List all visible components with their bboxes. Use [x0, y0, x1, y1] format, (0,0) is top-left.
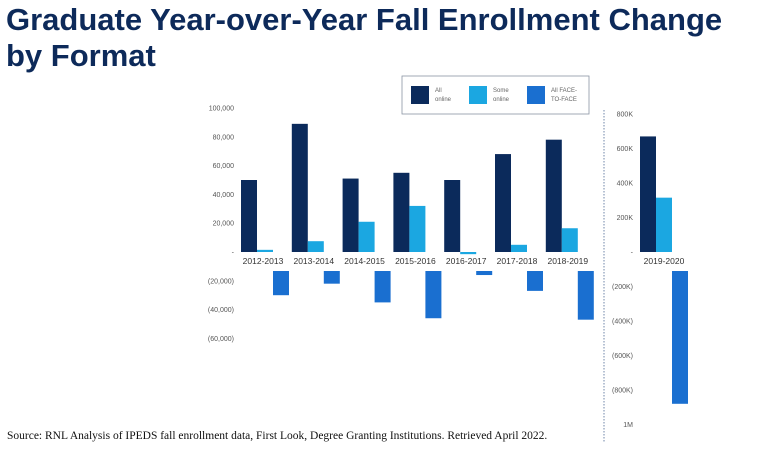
x-tick-label: 2012-2013 — [243, 256, 284, 266]
bar-some-online — [511, 244, 527, 252]
bar-some-online — [561, 228, 578, 252]
y-tick-label: (200K) — [612, 284, 633, 291]
y-tick-label: (40,000) — [208, 307, 234, 314]
y-tick-label: 80,000 — [213, 134, 235, 141]
legend-swatch — [527, 86, 545, 104]
bar-all-face-to-face — [425, 271, 442, 319]
x-tick-label: 2013-2014 — [293, 256, 334, 266]
bar-all-face-to-face — [672, 271, 688, 404]
y-tick-label: 1M — [623, 422, 633, 429]
y-tick-label: (60,000) — [208, 336, 234, 343]
bar-all-face-to-face — [476, 271, 493, 276]
bar-some-online — [358, 221, 375, 252]
bar-all-online — [545, 139, 562, 252]
y-tick-label: (20,000) — [208, 278, 234, 285]
y-tick-label: 800K — [617, 112, 634, 119]
x-tick-label: 2017-2018 — [497, 256, 538, 266]
y-tick-label: (400K) — [612, 319, 633, 326]
bar-some-online — [656, 197, 672, 252]
legend-swatch — [469, 86, 487, 104]
bar-all-face-to-face — [273, 271, 289, 296]
y-tick-label: (600K) — [612, 353, 633, 360]
legend-box — [401, 75, 590, 115]
bar-all-online — [342, 178, 359, 252]
legend-label: TO-FACE — [551, 97, 577, 103]
bar-some-online — [307, 241, 324, 252]
bar-all-face-to-face — [374, 271, 391, 303]
y-tick-label: 400K — [617, 181, 634, 188]
y-tick-label: 200K — [617, 215, 634, 222]
bar-some-online — [257, 249, 273, 252]
bar-all-online — [495, 154, 511, 252]
y-tick-label: 60,000 — [213, 163, 235, 170]
bar-all-online — [393, 172, 410, 252]
legend-label: All FACE- — [551, 88, 577, 94]
bar-some-online — [460, 252, 477, 255]
bar-all-face-to-face — [323, 271, 340, 284]
x-tick-label: 2014-2015 — [344, 256, 385, 266]
y-tick-label: 20,000 — [213, 221, 235, 228]
y-tick-label: - — [631, 250, 634, 257]
bar-some-online — [409, 205, 426, 252]
chart-title: Graduate Year-over-Year Fall Enrollment … — [6, 2, 723, 73]
x-tick-label: 2018-2019 — [547, 256, 588, 266]
legend-label: All — [435, 88, 442, 94]
legend-label: online — [435, 97, 452, 103]
bar-all-face-to-face — [577, 271, 594, 320]
y-tick-label: (800K) — [612, 388, 633, 395]
bar-all-online — [291, 123, 308, 252]
legend-label: online — [493, 97, 510, 103]
y-tick-label: 40,000 — [213, 192, 235, 199]
y-tick-label: 600K — [617, 146, 634, 153]
x-tick-label: 2019-2020 — [644, 256, 685, 266]
bar-all-face-to-face — [527, 271, 543, 291]
x-tick-label: 2015-2016 — [395, 256, 436, 266]
legend-swatch — [411, 86, 429, 104]
legend-label: Some — [493, 88, 509, 94]
bar-all-online — [640, 136, 656, 252]
x-tick-label: 2016-2017 — [446, 256, 487, 266]
y-tick-label: 100,000 — [209, 106, 234, 113]
y-tick-label: - — [232, 250, 235, 257]
bar-all-online — [444, 180, 461, 252]
bar-all-online — [241, 180, 257, 252]
source-note: Source: RNL Analysis of IPEDS fall enrol… — [7, 430, 548, 442]
